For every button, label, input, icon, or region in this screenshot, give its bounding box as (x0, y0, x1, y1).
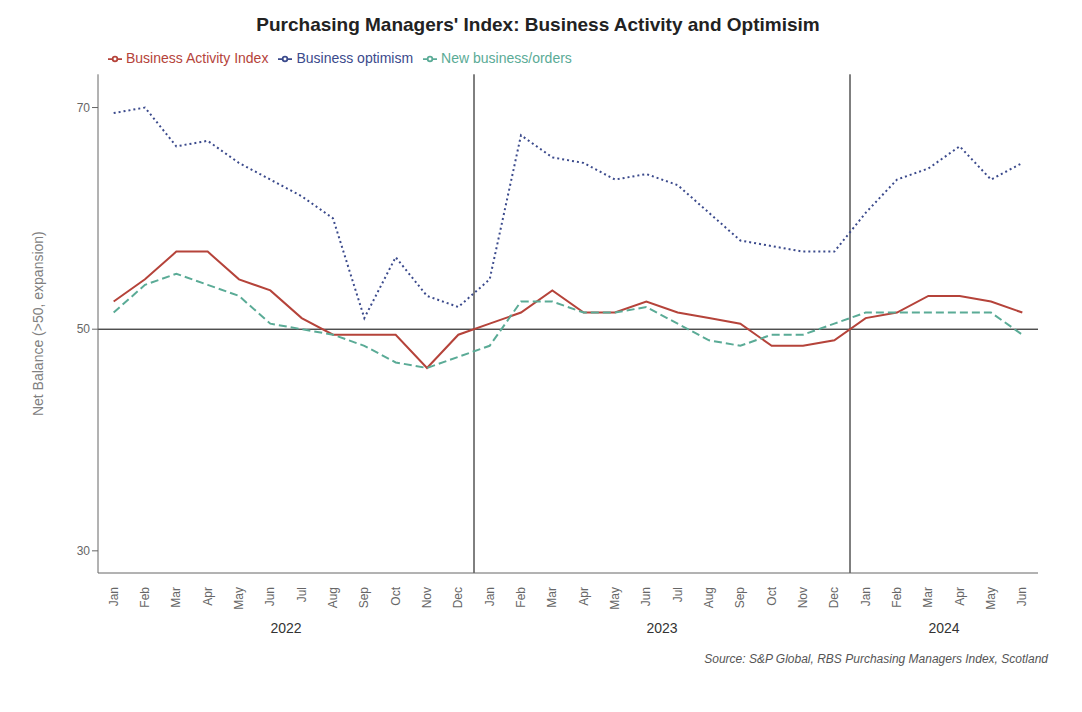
svg-text:Apr: Apr (201, 587, 215, 606)
svg-text:Feb: Feb (514, 587, 528, 608)
svg-text:Aug: Aug (702, 587, 716, 608)
svg-text:May: May (232, 587, 246, 610)
svg-text:Dec: Dec (451, 587, 465, 608)
svg-text:Feb: Feb (890, 587, 904, 608)
svg-text:Aug: Aug (326, 587, 340, 608)
svg-text:Oct: Oct (389, 586, 403, 605)
svg-text:Jun: Jun (263, 587, 277, 606)
svg-text:Dec: Dec (827, 587, 841, 608)
svg-text:Nov: Nov (420, 587, 434, 608)
svg-text:Oct: Oct (765, 586, 779, 605)
svg-text:Net Balance (>50, expansion): Net Balance (>50, expansion) (30, 231, 46, 416)
svg-text:50: 50 (77, 322, 91, 336)
svg-text:Mar: Mar (169, 587, 183, 608)
html-text:New business/orders: New business/orders (441, 50, 572, 66)
svg-text:30: 30 (77, 544, 91, 558)
svg-text:Sep: Sep (733, 587, 747, 609)
svg-text:2024: 2024 (928, 620, 959, 636)
svg-text:70: 70 (77, 101, 91, 115)
svg-text:2023: 2023 (646, 620, 677, 636)
svg-text:Jan: Jan (107, 587, 121, 606)
svg-text:2022: 2022 (270, 620, 301, 636)
svg-text:Nov: Nov (796, 587, 810, 608)
svg-text:Jan: Jan (859, 587, 873, 606)
svg-text:Jan: Jan (483, 587, 497, 606)
svg-text:May: May (984, 587, 998, 610)
svg-text:Jul: Jul (671, 587, 685, 602)
html-text:Business optimism: Business optimism (296, 50, 414, 66)
svg-text:Apr: Apr (577, 587, 591, 606)
svg-text:Feb: Feb (138, 587, 152, 608)
svg-text:May: May (608, 587, 622, 610)
svg-text:Apr: Apr (953, 587, 967, 606)
html-text:Source: S&P Global, RBS Purcha: Source: S&P Global, RBS Purchasing Manag… (704, 652, 1048, 666)
svg-text:Jul: Jul (295, 587, 309, 602)
svg-text:Sep: Sep (357, 587, 371, 609)
html-text:Business Activity Index: Business Activity Index (126, 50, 269, 66)
svg-text:Jun: Jun (1015, 587, 1029, 606)
svg-text:Mar: Mar (921, 587, 935, 608)
svg-text:Mar: Mar (545, 587, 559, 608)
html-text:Purchasing Managers' Index: Bu: Purchasing Managers' Index: Business Act… (256, 14, 820, 35)
svg-text:Jun: Jun (639, 587, 653, 606)
